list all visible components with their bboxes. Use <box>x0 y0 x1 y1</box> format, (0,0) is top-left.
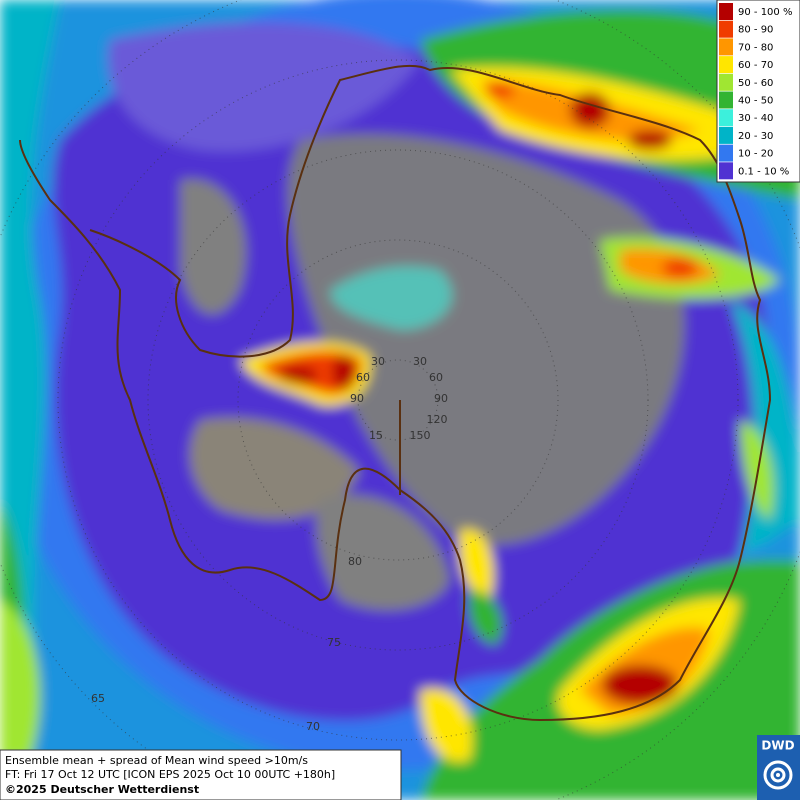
grid-label: 70 <box>306 720 320 733</box>
grid-label: 15 <box>369 429 383 442</box>
legend-swatch <box>719 91 733 109</box>
legend-label: 10 - 20 <box>738 149 773 160</box>
logo-text: DWD <box>761 739 794 753</box>
dwd-logo: DWD <box>757 735 800 800</box>
legend-label: 20 - 30 <box>738 131 773 142</box>
legend-label: 90 - 100 % <box>738 7 792 18</box>
grid-label: 150 <box>410 429 431 442</box>
grid-label: 90 <box>350 392 364 405</box>
legend-swatch <box>719 38 733 56</box>
grid-label: 60 <box>429 371 443 384</box>
legend-label: 50 - 60 <box>738 78 773 89</box>
grid-label: 60 <box>356 371 370 384</box>
caption-line: FT: Fri 17 Oct 12 UTC [ICON EPS 2025 Oct… <box>5 768 335 781</box>
legend-label: 70 - 80 <box>738 42 773 53</box>
legend: 90 - 100 % 80 - 90 70 - 80 60 - 70 50 - 60 40… <box>716 0 800 183</box>
grid-label: 30 <box>413 355 427 368</box>
legend-items: 90 - 100 % 80 - 90 70 - 80 60 - 70 50 - 60 40… <box>719 3 792 180</box>
legend-swatch <box>719 109 733 127</box>
legend-swatch <box>719 3 733 20</box>
caption-line: Ensemble mean + spread of Mean wind spee… <box>5 754 308 767</box>
legend-label: 40 - 50 <box>738 96 773 107</box>
legend-label: 80 - 90 <box>738 25 773 36</box>
grid-label: 80 <box>348 555 362 568</box>
legend-swatch <box>719 73 733 91</box>
caption-line: ©2025 Deutscher Wetterdienst <box>5 783 199 796</box>
grid-label: 75 <box>327 636 341 649</box>
grid-label: 120 <box>427 413 448 426</box>
legend-swatch <box>719 126 733 144</box>
legend-label: 60 - 70 <box>738 60 773 71</box>
legend-swatch <box>719 56 733 74</box>
caption-box: Ensemble mean + spread of Mean wind spee… <box>0 749 402 800</box>
grid-label: 65 <box>91 692 105 705</box>
legend-label: 0.1 - 10 % <box>738 166 789 177</box>
legend-label: 30 - 40 <box>738 113 773 124</box>
coastline <box>19 64 772 722</box>
legend-swatch <box>719 162 733 180</box>
legend-swatch <box>719 144 733 162</box>
legend-swatch <box>719 20 733 38</box>
grid-label: 90 <box>434 392 448 405</box>
grid-label: 30 <box>371 355 385 368</box>
